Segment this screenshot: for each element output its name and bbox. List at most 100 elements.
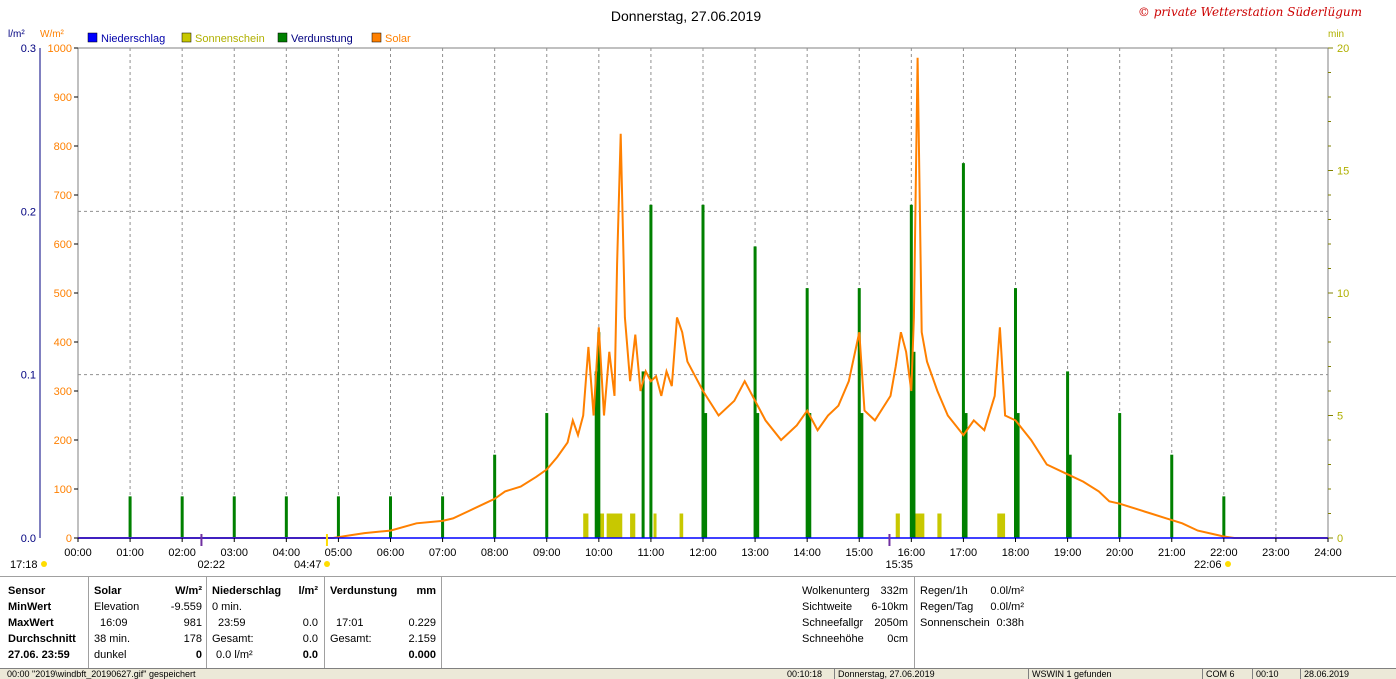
snowfall-limit-label: Schneefallgr [802,617,864,629]
solar-axis-unit: W/m² [40,29,65,40]
status-message: 00:00 "2019\windbft_20190627.gif" gespei… [7,669,196,679]
status-time: 00:10:18 [787,669,823,679]
sensor-header: Sensor [8,585,46,597]
sunrise-icon [324,561,330,567]
legend-swatch [277,32,288,43]
sunshine-bar [653,513,657,538]
solar-avg-value: 178 [183,633,202,645]
x-tick-label: 06:00 [377,547,405,559]
solar-min-value: -9.559 [170,601,202,613]
solar-min-label: Elevation [94,601,140,613]
sun-markers: 17:18 02:22 04:47 15:35 22:06 [10,534,1231,571]
evaporation-bar [336,496,340,538]
evaporation-bar [1066,371,1070,538]
x-tick-label: 07:00 [429,547,457,559]
evaporation-bar [128,496,132,538]
solar-tick-label: 500 [54,288,72,300]
evaporation-bar [1014,288,1017,538]
sensor-row-avg: Durchschnitt [8,633,76,645]
sunshine-bar [913,513,925,538]
culmination-time: 15:35 [885,559,913,571]
evaporation-bar [641,371,645,538]
legend-label: Sonnenschein [195,33,265,45]
sunshine-bar [679,513,684,538]
sensor-column: Sensor MinWert MaxWert Durchschnitt 27.0… [8,583,88,663]
left-axis-ticks: 0 100 200 300 400 500 600 700 800 900 1000 0.0 0.1 0.… [21,43,78,545]
snow-depth-value: 0cm [887,633,908,645]
evaporation-bar [597,332,601,538]
rain-min-label: 0 min. [212,601,242,613]
sunshine-bar [937,513,942,538]
legend-swatch [87,32,98,43]
status-date: Donnerstag, 27.06.2019 [834,669,935,679]
minutes-tick-label: 0 [1337,533,1343,545]
evaporation-bar [649,204,653,539]
status-date2: 28.06.2019 [1300,669,1349,679]
minutes-tick-label: 5 [1337,411,1343,423]
evap-total-value: 2.159 [408,633,436,645]
status-com-port: COM 6 [1202,669,1235,679]
rain-max-value: 0.0 [302,617,318,629]
sunset-icon [1225,561,1231,567]
sunshine-bar [997,513,1006,538]
x-tick-label: 10:00 [585,547,613,559]
visibility-value: 6-10km [871,601,908,613]
rain-tick-label: 0.1 [21,370,36,382]
evap-header: Verdunstung [330,585,398,597]
snowfall-limit-value: 2050m [874,617,908,629]
solar-avg-label: 38 min. [94,633,131,645]
x-tick-label: 14:00 [793,547,821,559]
solar-tick-label: 300 [54,386,72,398]
rain-total-label: Gesamt: [212,633,254,645]
evaporation-bar [1068,454,1072,538]
evaporation-bar [545,413,549,538]
x-tick-label: 22:00 [1210,547,1238,559]
evaporation-bar [180,496,184,538]
evaporation-bar [701,204,705,539]
solar-tick-label: 1000 [48,43,72,55]
solar-series-line [78,57,1328,539]
evap-current-value: 0.000 [408,649,436,661]
x-tick-label: 03:00 [220,547,248,559]
stats-panel: Sensor MinWert MaxWert Durchschnitt 27.0… [0,576,1396,669]
rain-unit: l/m² [298,585,318,597]
evaporation-bar [805,288,809,538]
solar-tick-label: 400 [54,337,72,349]
rain-current-value: 0.0 [302,649,318,661]
evaporation-bar [1170,454,1174,538]
status-device: WSWIN 1 gefunden [1028,669,1112,679]
column-divider [88,577,89,669]
solar-current-value: 0 [195,649,202,661]
x-tick-label: 08:00 [481,547,509,559]
solar-header: Solar [94,585,122,597]
x-tick-label: 18:00 [1002,547,1030,559]
sunshine-label: Sonnenschein [920,617,990,629]
rain-1h-label: Regen/1h [920,585,968,597]
evaporation-bar [704,413,708,538]
evaporation-bar [808,413,812,538]
sensor-row-min: MinWert [8,601,52,613]
evap-max-label: 17:01 [336,617,364,629]
weather-column: Wolkenunterg 332m Sichtweite 6-10km Schnee… [802,583,908,647]
evaporation-bar [961,163,965,538]
x-tick-label: 20:00 [1106,547,1134,559]
sunshine-bar [895,513,900,538]
evap-max-value: 0.229 [408,617,436,629]
rain-max-label: 23:59 [218,617,246,629]
evaporation-bar [964,413,968,538]
evaporation-bar [756,413,760,538]
solar-max-label: 16:09 [100,617,128,629]
visibility-label: Sichtweite [802,601,853,613]
moon-marker-time: 02:22 [197,559,225,571]
legend-label: Niederschlag [101,33,165,45]
cloud-base-label: Wolkenunterg [802,585,870,597]
x-tick-label: 16:00 [898,547,926,559]
x-tick-label: 13:00 [741,547,769,559]
station-watermark: © private Wetterstation Süderlügum [1138,5,1362,19]
x-tick-label: 00:00 [64,547,92,559]
x-axis-ticks: 00:00 01:00 02:00 03:00 04:00 05:00 06:00 07:00… [64,538,1342,559]
sunshine-bar [598,513,605,538]
x-tick-label: 01:00 [116,547,144,559]
solar-tick-label: 800 [54,141,72,153]
rain-total-value: 0.0 [302,633,318,645]
